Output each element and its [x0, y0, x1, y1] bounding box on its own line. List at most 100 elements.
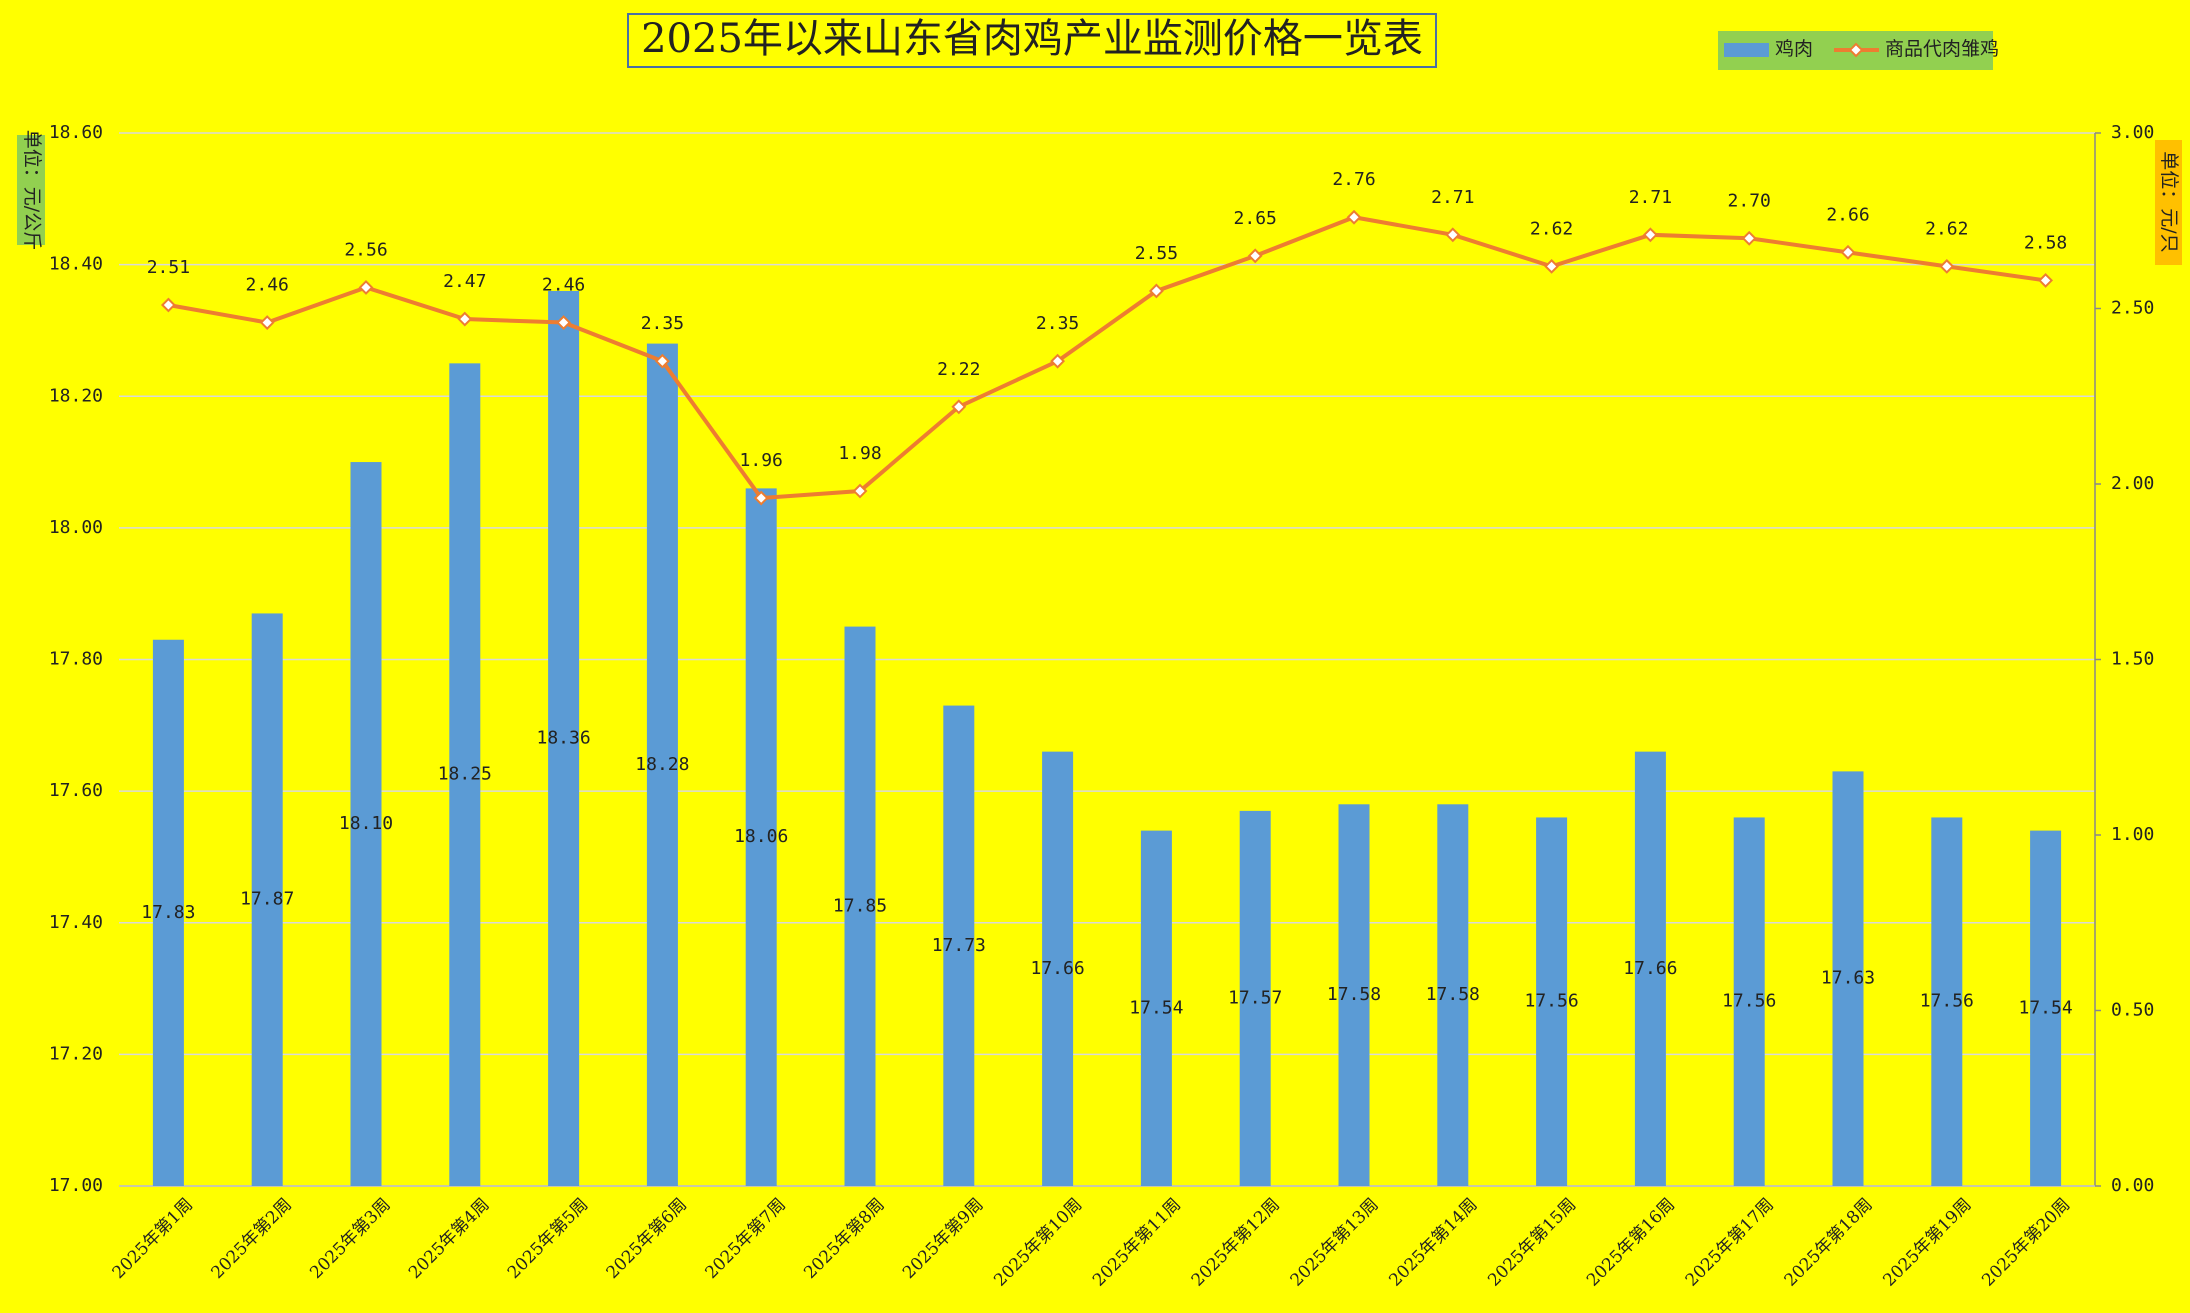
- marker: [1247, 248, 1263, 264]
- y-tick-label: 18.00: [49, 517, 103, 538]
- marker: [1544, 258, 1560, 274]
- bar: [1536, 817, 1568, 1186]
- marker: [1642, 227, 1658, 243]
- marker: [1050, 353, 1066, 369]
- bar: [1634, 751, 1666, 1186]
- bar-value-label: 18.28: [635, 754, 689, 775]
- marker: [2038, 273, 2054, 288]
- y-tick-label: 18.40: [49, 254, 103, 275]
- line: [168, 215, 2046, 501]
- y-tick-label: 18.60: [49, 122, 103, 143]
- y2-tick-label: 0.00: [2111, 1175, 2154, 1196]
- bar: [548, 290, 580, 1186]
- y-tick-label: 17.00: [49, 1175, 103, 1196]
- bar: [1733, 817, 1765, 1186]
- y-tick-label: 17.40: [49, 912, 103, 933]
- bar: [1931, 817, 1963, 1186]
- bar-value-label: 17.54: [2019, 997, 2073, 1018]
- y2-tick-label: 1.50: [2111, 649, 2154, 670]
- y-tick-label: 17.60: [49, 780, 103, 801]
- line-value-label: 2.76: [1332, 169, 1375, 190]
- bar: [745, 488, 777, 1186]
- bar: [449, 363, 481, 1186]
- bar-value-label: 17.85: [833, 895, 887, 916]
- bar-value-label: 17.58: [1426, 984, 1480, 1005]
- bar-value-label: 17.56: [1920, 991, 1974, 1012]
- legend-swatch: [1724, 43, 1769, 57]
- bar-value-label: 18.36: [537, 727, 591, 748]
- y2-axis-label: 单位：元/只: [2158, 151, 2180, 252]
- line-value-label: 2.66: [1826, 204, 1869, 225]
- bar-value-label: 18.06: [734, 826, 788, 847]
- title-box: [627, 13, 1437, 68]
- bar: [646, 343, 678, 1187]
- bar-value-label: 17.87: [240, 889, 294, 910]
- bar-value-label: 17.83: [141, 902, 195, 923]
- line-value-label: 2.65: [1234, 208, 1277, 229]
- line-value-label: 2.62: [1530, 218, 1573, 239]
- marker: [1445, 227, 1461, 243]
- bar-value-label: 17.58: [1327, 984, 1381, 1005]
- bar: [1832, 771, 1864, 1186]
- line-value-label: 2.70: [1728, 190, 1771, 211]
- line-value-label: 2.56: [344, 239, 387, 260]
- legend-label: 商品代肉雏鸡: [1885, 38, 1999, 60]
- y-axis-label: 单位：元/公斤: [21, 130, 43, 250]
- bar: [943, 705, 975, 1186]
- marker: [1840, 244, 1856, 260]
- line-value-label: 1.98: [838, 443, 881, 464]
- bar-value-label: 17.57: [1228, 987, 1282, 1008]
- marker: [852, 483, 868, 499]
- bar-value-label: 17.63: [1821, 968, 1875, 989]
- bar-value-label: 17.66: [1031, 958, 1085, 979]
- line-value-label: 2.46: [542, 275, 585, 296]
- line-value-label: 2.35: [1036, 313, 1079, 334]
- line-value-label: 2.62: [1925, 218, 1968, 239]
- y2-tick-label: 2.00: [2111, 473, 2154, 494]
- line-value-label: 1.96: [740, 450, 783, 471]
- line-value-label: 2.35: [641, 313, 684, 334]
- y-tick-label: 18.20: [49, 385, 103, 406]
- marker: [1148, 283, 1164, 299]
- marker: [951, 399, 967, 415]
- line-value-label: 2.47: [443, 271, 486, 292]
- bar-value-label: 18.25: [438, 764, 492, 785]
- line-value-label: 2.71: [1629, 187, 1672, 208]
- y2-tick-label: 1.00: [2111, 824, 2154, 845]
- line-value-label: 2.71: [1431, 187, 1474, 208]
- bar: [1239, 810, 1271, 1186]
- marker: [259, 315, 275, 330]
- y-tick-label: 17.80: [49, 649, 103, 670]
- bar-value-label: 17.54: [1129, 997, 1183, 1018]
- bar: [2030, 830, 2062, 1186]
- marker: [1741, 230, 1757, 246]
- marker: [556, 315, 572, 330]
- y-tick-label: 17.20: [49, 1043, 103, 1064]
- legend-marker: [1848, 42, 1864, 58]
- line-value-label: 2.55: [1135, 243, 1178, 264]
- marker: [1346, 209, 1362, 225]
- chart-title: 2025年以来山东省肉鸡产业监测价格一览表: [641, 16, 1423, 62]
- bar: [844, 626, 876, 1186]
- bar-value-label: 18.10: [339, 813, 393, 834]
- line-value-label: 2.51: [147, 257, 190, 278]
- marker: [753, 490, 769, 506]
- line-value-label: 2.22: [937, 359, 980, 380]
- bar: [350, 462, 382, 1186]
- y2-label-box: [2155, 140, 2182, 265]
- y-label-box: [17, 135, 45, 245]
- bar: [1338, 804, 1370, 1186]
- bar-value-label: 17.73: [932, 935, 986, 956]
- marker: [654, 353, 670, 369]
- y2-tick-label: 2.50: [2111, 298, 2154, 319]
- y2-tick-label: 0.50: [2111, 1000, 2154, 1021]
- marker: [1939, 258, 1955, 274]
- bar: [1042, 751, 1074, 1186]
- bar-value-label: 17.56: [1722, 991, 1776, 1012]
- y2-tick-label: 3.00: [2111, 122, 2154, 143]
- bar: [1437, 804, 1469, 1186]
- bar-value-label: 17.66: [1623, 958, 1677, 979]
- marker: [358, 280, 374, 295]
- marker: [457, 311, 473, 327]
